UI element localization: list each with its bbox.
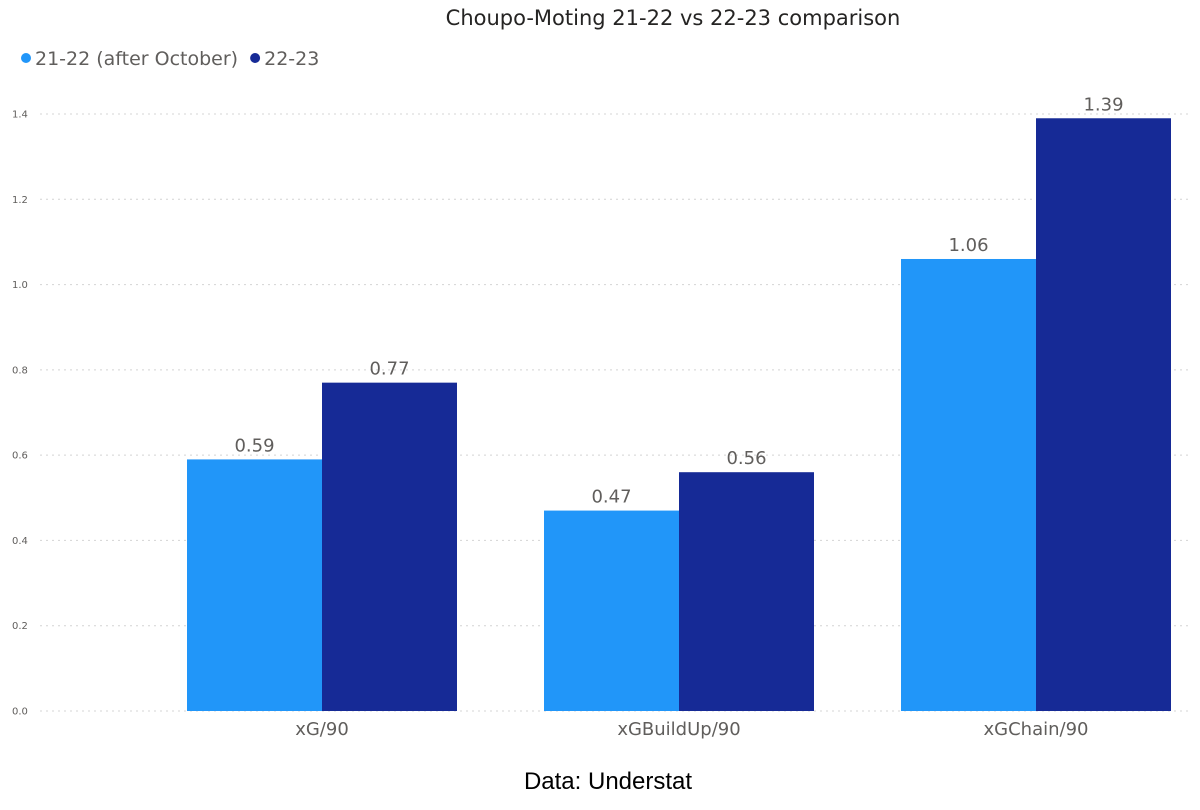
bar-0-0 [187,459,322,711]
legend-label-0: 21-22 (after October) [35,48,238,70]
y-tick-label: 1.2 [12,195,28,206]
bar-1-1 [679,472,814,711]
y-tick-label: 1.0 [12,280,28,291]
y-tick-label: 1.4 [12,110,28,121]
y-tick-label: 0.4 [12,536,28,547]
data-label: 0.47 [591,487,631,508]
data-label: 1.06 [948,235,988,256]
chart-title: Choupo-Moting 21-22 vs 22-23 comparison [446,6,901,30]
x-tick-label: xGChain/90 [984,719,1089,740]
data-source-caption: Data: Understat [523,768,693,795]
bars [187,118,1171,711]
data-label: 0.59 [234,435,274,456]
legend-marker-0 [21,53,31,63]
x-tick-label: xG/90 [295,719,349,740]
x-axis: xG/90 xGBuildUp/90 xGChain/90 [295,719,1088,740]
y-tick-label: 0.2 [12,621,28,632]
bar-1-0 [544,510,679,711]
legend-marker-1 [250,53,261,63]
data-label: 0.77 [369,359,409,380]
bar-0-1 [322,382,457,711]
x-tick-label: xGBuildUp/90 [617,719,740,740]
y-tick-label: 0.8 [12,365,28,376]
bar-2-0 [901,258,1036,711]
y-axis: 0.0 0.2 0.4 0.6 0.8 1.0 1.2 1.4 [12,110,28,718]
data-labels: 0.59 0.77 0.47 0.56 1.06 1.39 [234,94,1123,507]
bar-chart: Choupo-Moting 21-22 vs 22-23 comparison … [12,6,1190,740]
legend-label-1: 22-23 [264,48,319,70]
bar-2-1 [1036,118,1171,711]
y-tick-label: 0.0 [12,707,28,718]
data-label: 0.56 [726,448,766,469]
legend: 21-22 (after October) 22-23 [21,48,319,70]
data-label: 1.39 [1083,94,1123,115]
y-tick-label: 0.6 [12,451,28,462]
